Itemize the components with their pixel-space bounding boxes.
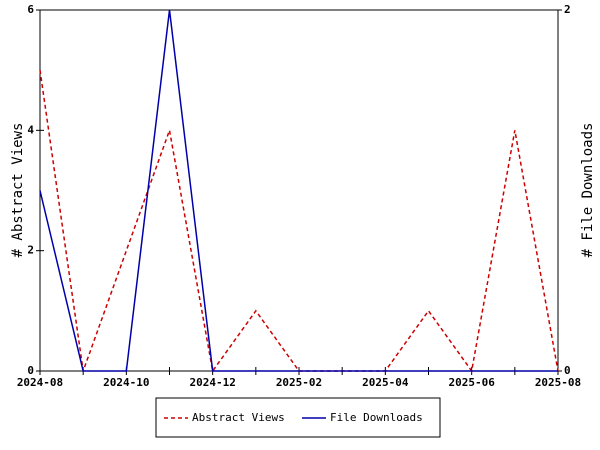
y2-axis-label: # File Downloads — [580, 123, 596, 258]
plot-frame — [39, 9, 559, 372]
x-tick-label: 2025-08 — [535, 376, 581, 389]
legend-label: Abstract Views — [192, 411, 285, 424]
y2-tick-label: 0 — [564, 364, 571, 377]
series-line — [39, 9, 558, 372]
y-axis-label: # Abstract Views — [10, 123, 26, 258]
y-tick-label: 2 — [27, 244, 34, 257]
x-tick-label: 2025-04 — [362, 376, 409, 389]
legend-box — [155, 397, 441, 438]
y-tick-label: 4 — [27, 123, 34, 136]
y2-tick-label: 2 — [564, 3, 571, 16]
x-tick-label: 2024-12 — [189, 376, 235, 389]
x-tick-label: 2025-02 — [276, 376, 322, 389]
y-tick-label: 6 — [27, 3, 34, 16]
series-line — [39, 70, 559, 373]
x-tick-label: 2025-06 — [448, 376, 495, 389]
x-tick-label: 2024-10 — [103, 376, 149, 389]
legend-label: File Downloads — [330, 411, 423, 424]
y-tick-label: 0 — [27, 364, 34, 377]
x-tick-label: 2024-08 — [17, 376, 63, 389]
